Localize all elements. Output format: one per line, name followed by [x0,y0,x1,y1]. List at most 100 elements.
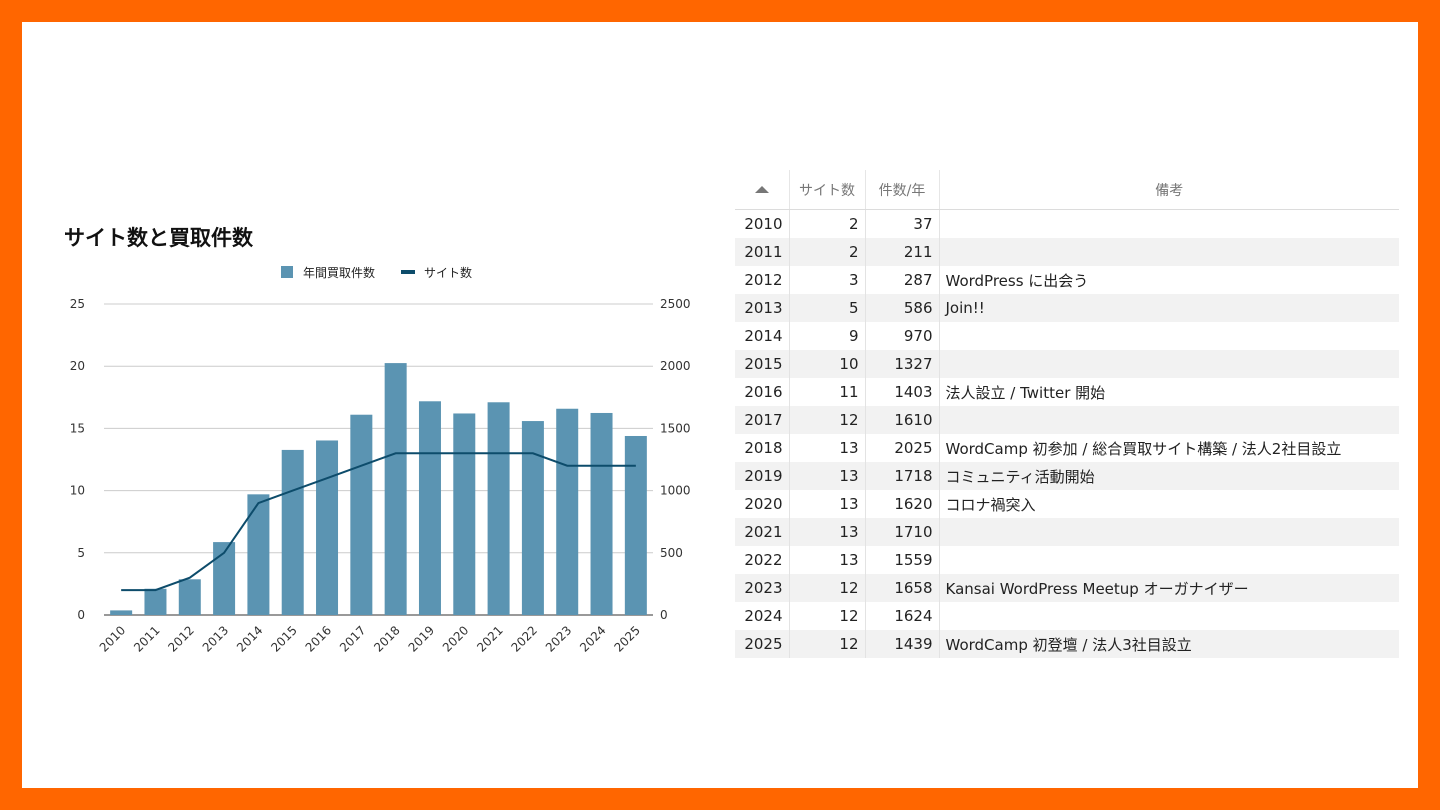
cell-count: 1718 [865,462,940,490]
cell-count: 1403 [865,378,940,406]
x-axis-tick: 2020 [440,623,471,654]
cell-sites: 13 [789,518,866,546]
x-axis-tick: 2012 [165,623,196,654]
table-body: 2010 2 37 2011 2 211 2012 3 287 WordPress に出会う 201… [735,209,1399,658]
right-axis-tick: 2000 [660,359,691,373]
table-row: 2018 13 2025 WordCamp 初参加 / 総合買取サイト構築 / 法人2… [735,434,1399,462]
bar-series [110,363,647,615]
cell-note [939,209,1399,238]
table-row: 2012 3 287 WordPress に出会う [735,266,1399,294]
bar [624,435,647,615]
cell-sites: 10 [789,350,866,378]
cell-count: 1327 [865,350,940,378]
bar [247,494,270,615]
slide: サイト数と買取件数 0 5 10 15 20 25 0 500 1000 1500 2000 2500… [22,22,1418,788]
header-note[interactable]: 備考 [939,170,1399,210]
x-axis-tick: 2017 [337,623,368,654]
cell-year: 2013 [735,294,790,322]
cell-count: 1710 [865,518,940,546]
cell-note: WordCamp 初登壇 / 法人3社目設立 [939,630,1399,658]
cell-note: コミュニティ活動開始 [939,462,1399,490]
table-row: 2022 13 1559 [735,546,1399,574]
cell-count: 586 [865,294,940,322]
bar [316,440,339,615]
right-axis-tick: 500 [660,546,683,560]
x-axis-tick: 2015 [268,623,299,654]
cell-note [939,602,1399,630]
cell-year: 2023 [735,574,790,602]
bar [110,610,133,615]
cell-note: Join!! [939,294,1399,322]
cell-year: 2012 [735,266,790,294]
cell-note: Kansai WordPress Meetup オーガナイザー [939,574,1399,602]
left-axis-tick: 10 [70,484,85,498]
data-table: サイト数 件数/年 備考 2010 2 37 2011 2 211 2012 3 287 Word… [735,170,1399,658]
table-row: 2017 12 1610 [735,406,1399,434]
cell-year: 2015 [735,350,790,378]
x-axis-tick: 2021 [474,623,505,654]
bar [487,402,510,615]
bar [384,363,407,615]
cell-count: 37 [865,209,940,238]
bar [418,401,441,615]
cell-count: 2025 [865,434,940,462]
table-row: 2013 5 586 Join!! [735,294,1399,322]
right-axis-tick: 0 [660,608,668,622]
right-axis-tick: 1500 [660,421,691,435]
cell-sites: 2 [789,238,866,266]
table-row: 2025 12 1439 WordCamp 初登壇 / 法人3社目設立 [735,630,1399,658]
x-axis-tick: 2025 [611,623,642,654]
cell-count: 1439 [865,630,940,658]
cell-sites: 13 [789,462,866,490]
bar [590,412,613,615]
table-row: 2019 13 1718 コミュニティ活動開始 [735,462,1399,490]
cell-year: 2019 [735,462,790,490]
cell-year: 2022 [735,546,790,574]
line-series [121,452,636,592]
cell-year: 2025 [735,630,790,658]
cell-note [939,238,1399,266]
cell-note [939,406,1399,434]
x-axis-tick: 2011 [131,623,162,654]
cell-sites: 3 [789,266,866,294]
table-row: 2020 13 1620 コロナ禍突入 [735,490,1399,518]
bar [350,414,373,615]
bar [144,588,167,615]
cell-year: 2024 [735,602,790,630]
cell-count: 1610 [865,406,940,434]
combo-chart: サイト数と買取件数 0 5 10 15 20 25 0 500 1000 1500 2000 2500… [22,22,722,788]
x-axis-tick: 2013 [200,623,231,654]
cell-year: 2010 [735,209,790,238]
legend-label-line: サイト数 [424,265,472,280]
header-sites[interactable]: サイト数 [789,170,866,210]
cell-count: 287 [865,266,940,294]
chart-title: サイト数と買取件数 [64,226,253,250]
cell-note [939,322,1399,350]
cell-note: コロナ禍突入 [939,490,1399,518]
sort-ascending-icon [754,186,769,193]
bar [213,542,236,615]
x-axis-tick: 2018 [371,623,402,654]
left-axis-tick: 0 [77,608,85,622]
cell-note [939,518,1399,546]
x-axis-tick: 2024 [577,623,608,654]
sort-year-header[interactable] [735,170,790,210]
x-axis-tick: 2019 [406,623,437,654]
cell-sites: 2 [789,209,866,238]
data-table-container: サイト数 件数/年 備考 2010 2 37 2011 2 211 2012 3 287 Word… [735,170,1399,658]
cell-count: 1658 [865,574,940,602]
table-row: 2014 9 970 [735,322,1399,350]
cell-note: 法人設立 / Twitter 開始 [939,378,1399,406]
line-sites [121,452,636,592]
cell-sites: 13 [789,434,866,462]
legend-swatch-bar [281,266,293,278]
left-axis-tick: 20 [70,359,85,373]
cell-count: 1559 [865,546,940,574]
left-axis-tick: 25 [70,297,85,311]
cell-note: WordCamp 初参加 / 総合買取サイト構築 / 法人2社目設立 [939,434,1399,462]
cell-sites: 5 [789,294,866,322]
cell-year: 2011 [735,238,790,266]
cell-year: 2014 [735,322,790,350]
left-axis-tick: 5 [77,546,85,560]
header-count[interactable]: 件数/年 [865,170,940,210]
